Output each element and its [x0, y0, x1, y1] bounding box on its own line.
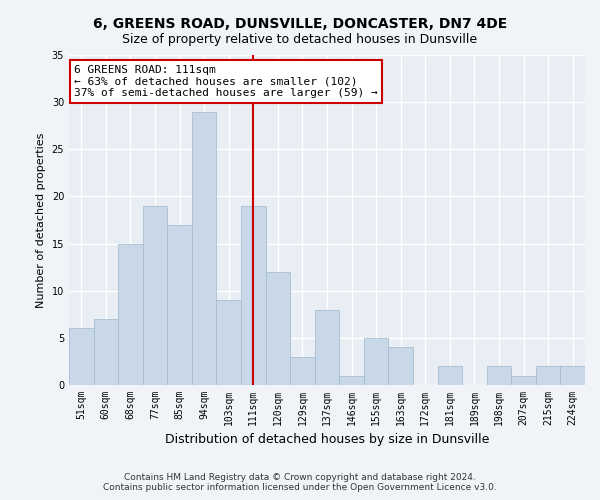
Text: Size of property relative to detached houses in Dunsville: Size of property relative to detached ho…: [122, 32, 478, 46]
Bar: [290, 356, 315, 385]
Bar: [560, 366, 585, 385]
Bar: [437, 366, 462, 385]
Text: 6 GREENS ROAD: 111sqm
← 63% of detached houses are smaller (102)
37% of semi-det: 6 GREENS ROAD: 111sqm ← 63% of detached …: [74, 65, 378, 98]
Bar: [217, 300, 241, 385]
X-axis label: Distribution of detached houses by size in Dunsville: Distribution of detached houses by size …: [165, 434, 489, 446]
Bar: [511, 376, 536, 385]
Bar: [94, 319, 118, 385]
Bar: [167, 224, 192, 385]
Bar: [266, 272, 290, 385]
Text: Contains HM Land Registry data © Crown copyright and database right 2024.
Contai: Contains HM Land Registry data © Crown c…: [103, 473, 497, 492]
Bar: [339, 376, 364, 385]
Bar: [118, 244, 143, 385]
Bar: [487, 366, 511, 385]
Bar: [143, 206, 167, 385]
Bar: [69, 328, 94, 385]
Bar: [315, 310, 339, 385]
Bar: [241, 206, 266, 385]
Bar: [364, 338, 388, 385]
Text: 6, GREENS ROAD, DUNSVILLE, DONCASTER, DN7 4DE: 6, GREENS ROAD, DUNSVILLE, DONCASTER, DN…: [93, 18, 507, 32]
Bar: [192, 112, 217, 385]
Bar: [536, 366, 560, 385]
Bar: [388, 348, 413, 385]
Y-axis label: Number of detached properties: Number of detached properties: [36, 132, 46, 308]
